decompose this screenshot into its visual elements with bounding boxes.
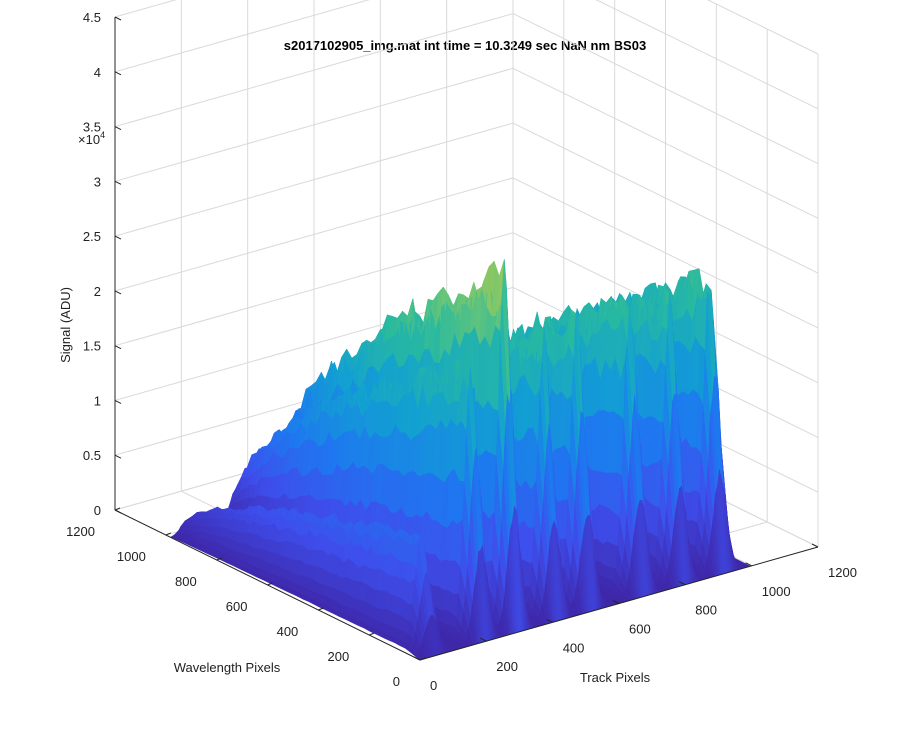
grid-line: [114, 13, 514, 128]
grid-line: [114, 177, 514, 292]
grid-line: [512, 177, 819, 329]
grid-line: [114, 67, 514, 182]
chart-title: s2017102905_img.mat int time = 10.3249 s…: [284, 38, 646, 53]
grid-line: [114, 0, 370, 73]
grid-line: [114, 122, 514, 237]
grid-line: [595, 0, 819, 110]
grid-line: [114, 232, 514, 347]
surface-plot: [170, 259, 751, 661]
grid-line: [707, 0, 819, 55]
grid-line: [512, 13, 819, 165]
grid-line: [512, 122, 819, 274]
grid-line: [512, 67, 819, 219]
